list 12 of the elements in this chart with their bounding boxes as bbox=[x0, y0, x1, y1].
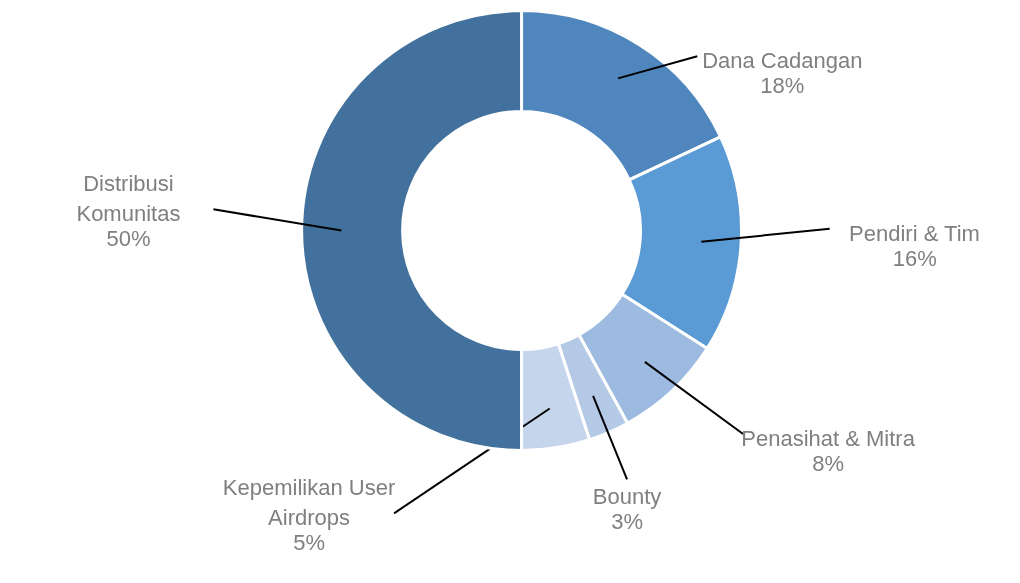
data-label: 3% bbox=[611, 509, 643, 535]
slice-label: Pendiri & Tim bbox=[849, 220, 980, 246]
slice-label: Bounty bbox=[592, 484, 662, 510]
data-label: 5% bbox=[293, 530, 325, 556]
slice-label: Dana Cadangan bbox=[702, 48, 863, 74]
data-label: 18% bbox=[760, 73, 805, 99]
slice-label: Penasihat & Mitra bbox=[741, 426, 916, 452]
data-label: 16% bbox=[892, 245, 937, 271]
data-label: 50% bbox=[106, 226, 151, 252]
slice-label: Kepemilikan User Airdrops bbox=[222, 475, 396, 531]
data-label: 8% bbox=[812, 451, 844, 477]
slice-label: Distribusi Komunitas bbox=[76, 171, 181, 227]
